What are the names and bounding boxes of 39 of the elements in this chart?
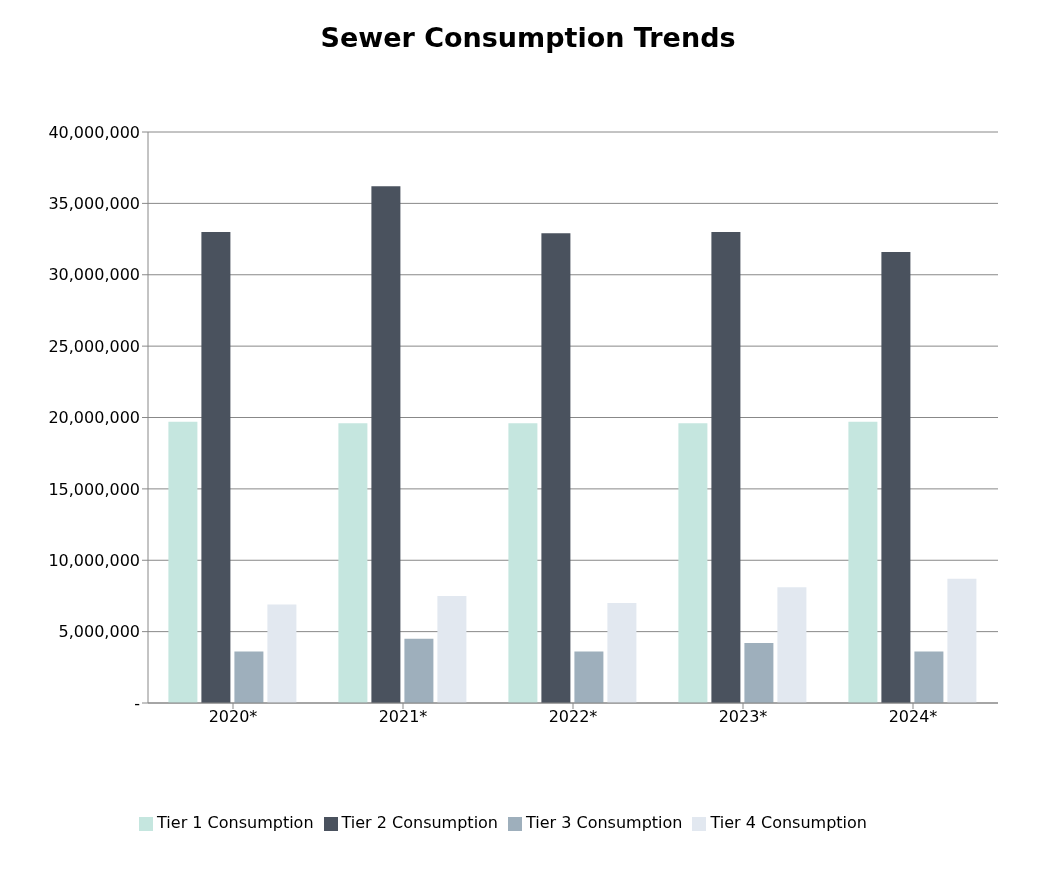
legend-label: Tier 4 Consumption — [710, 813, 867, 832]
legend-label: Tier 1 Consumption — [157, 813, 314, 832]
legend-label: Tier 2 Consumption — [341, 813, 498, 832]
bar — [437, 595, 467, 703]
y-tick-label: 10,000,000 — [48, 550, 140, 570]
bar — [744, 643, 774, 703]
bar — [234, 651, 264, 703]
bar — [201, 231, 231, 703]
bar — [947, 578, 977, 703]
bar — [508, 423, 538, 703]
bar — [267, 604, 297, 703]
y-tick-label: 15,000,000 — [48, 479, 140, 499]
bar — [607, 603, 637, 703]
bar — [168, 421, 198, 703]
legend-label: Tier 3 Consumption — [526, 813, 683, 832]
x-tick-label: 2020* — [208, 707, 258, 727]
x-tick-label: 2022* — [548, 707, 598, 727]
y-tick-label: 35,000,000 — [48, 194, 140, 214]
bar — [881, 251, 911, 703]
y-tick-label: 5,000,000 — [58, 622, 140, 642]
bar — [338, 423, 368, 703]
y-tick-label: 20,000,000 — [48, 408, 140, 428]
bar — [404, 638, 434, 703]
chart-title: Sewer Consumption Trends — [319, 21, 737, 55]
x-tick-label: 2023* — [718, 707, 768, 727]
y-tick-label: 30,000,000 — [48, 265, 140, 285]
bar — [678, 423, 708, 703]
y-tick-label: - — [134, 693, 140, 713]
bar — [371, 186, 401, 703]
bar — [711, 231, 741, 703]
bar — [541, 233, 571, 703]
bar — [914, 651, 944, 703]
bar — [574, 651, 604, 703]
y-tick-label: 40,000,000 — [48, 122, 140, 142]
x-tick-label: 2024* — [888, 707, 938, 727]
bar — [848, 421, 878, 703]
bar — [777, 587, 807, 703]
y-tick-label: 25,000,000 — [48, 336, 140, 356]
x-tick-label: 2021* — [378, 707, 428, 727]
